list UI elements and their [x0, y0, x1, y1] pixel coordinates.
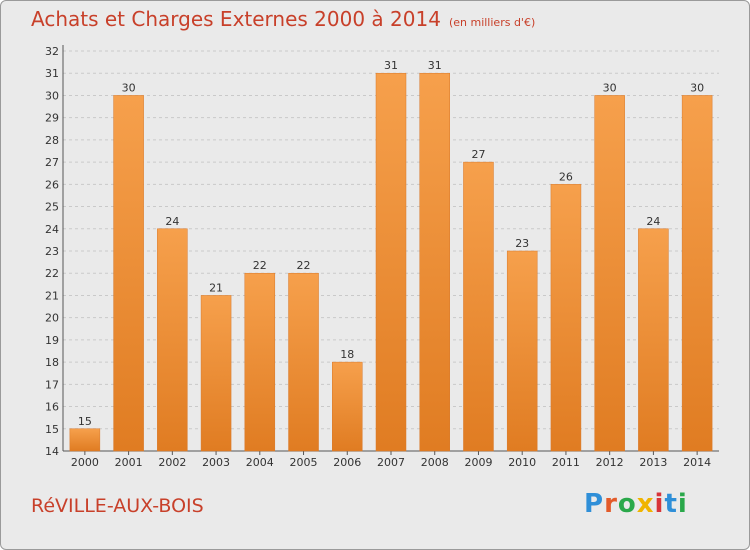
bars — [69, 72, 713, 452]
x-tick-label: 2003 — [202, 456, 230, 469]
logo-letter: o — [617, 489, 637, 519]
data-label: 15 — [78, 415, 92, 428]
data-label: 31 — [384, 59, 398, 72]
data-label: 21 — [209, 281, 223, 294]
y-tick-label: 25 — [45, 201, 59, 214]
y-tick-label: 18 — [45, 356, 59, 369]
bar — [419, 72, 450, 452]
x-tick-label: 2002 — [158, 456, 186, 469]
data-label: 22 — [253, 259, 267, 272]
data-label: 24 — [165, 215, 179, 228]
x-tick-label: 2014 — [683, 456, 711, 469]
bar — [200, 295, 232, 452]
y-tick-label: 27 — [45, 156, 59, 169]
bar — [550, 184, 582, 452]
data-label: 30 — [603, 81, 617, 94]
proxiti-logo: Proxiti — [584, 489, 688, 519]
y-tick-label: 26 — [45, 178, 59, 191]
y-tick-label: 14 — [45, 445, 59, 458]
data-label: 23 — [515, 237, 529, 250]
chart-unit: (en milliers d'€) — [448, 16, 536, 29]
data-labels: 15 30 24 21 22 22 18 31 31 27 23 26 30 24 30 — [78, 59, 704, 428]
logo-letter: r — [604, 489, 618, 519]
x-tick-label: 2010 — [508, 456, 536, 469]
bar — [332, 361, 363, 452]
y-tick-label: 22 — [45, 267, 59, 280]
y-tick-label: 19 — [45, 334, 59, 347]
data-label: 30 — [122, 81, 136, 94]
x-tick-label: 2008 — [421, 456, 449, 469]
logo-letter: t — [664, 489, 678, 519]
x-tick-label: 2005 — [290, 456, 318, 469]
x-tick-labels: 2000 2001 2002 2003 2004 2005 2006 2007 2008 2009… — [71, 456, 711, 469]
bar — [288, 272, 319, 452]
data-label: 30 — [690, 81, 704, 94]
city-name: RéVILLE-AUX-BOIS — [31, 495, 204, 517]
y-tick-label: 31 — [45, 67, 59, 80]
y-tick-label: 30 — [45, 89, 59, 102]
y-tick-label: 20 — [45, 312, 59, 325]
data-label: 26 — [559, 170, 573, 183]
x-tick-label: 2004 — [246, 456, 274, 469]
x-tick-label: 2007 — [377, 456, 405, 469]
y-tick-label: 15 — [45, 423, 59, 436]
logo-letter: i — [654, 489, 665, 519]
y-tick-label: 24 — [45, 223, 59, 236]
y-tick-label: 17 — [45, 378, 59, 391]
logo-letter: i — [677, 489, 688, 519]
bar — [638, 228, 669, 452]
bar — [244, 272, 276, 452]
y-tick-label: 28 — [45, 134, 59, 147]
y-tick-label: 29 — [45, 112, 59, 125]
x-tick-label: 2000 — [71, 456, 99, 469]
bar — [506, 250, 538, 452]
bar — [463, 161, 494, 452]
bar — [594, 95, 625, 452]
data-label: 31 — [428, 59, 442, 72]
bar — [113, 95, 144, 452]
x-tick-label: 2009 — [464, 456, 492, 469]
y-tick-label: 23 — [45, 245, 59, 258]
logo-letter: x — [636, 489, 655, 519]
x-tick-label: 2011 — [552, 456, 580, 469]
y-tick-labels: 14 15 16 17 18 19 20 21 22 23 24 25 26 27 28 29 30 31 32 — [45, 45, 59, 458]
logo-letter: P — [584, 489, 605, 519]
y-tick-label: 16 — [45, 401, 59, 414]
bar — [375, 72, 407, 452]
y-tick-label: 21 — [45, 289, 59, 302]
data-label: 18 — [340, 348, 354, 361]
data-label: 27 — [471, 148, 485, 161]
x-tick-label: 2013 — [639, 456, 667, 469]
bar — [157, 228, 188, 452]
x-tick-label: 2001 — [115, 456, 143, 469]
x-tick-label: 2006 — [333, 456, 361, 469]
x-tick-label: 2012 — [596, 456, 624, 469]
data-label: 22 — [297, 259, 311, 272]
chart-title: Achats et Charges Externes 2000 à 2014 (e… — [31, 7, 535, 31]
bar — [681, 95, 713, 452]
bar — [69, 428, 101, 452]
chart-title-text: Achats et Charges Externes 2000 à 2014 — [31, 7, 441, 31]
y-tick-label: 32 — [45, 45, 59, 58]
data-label: 24 — [646, 215, 660, 228]
